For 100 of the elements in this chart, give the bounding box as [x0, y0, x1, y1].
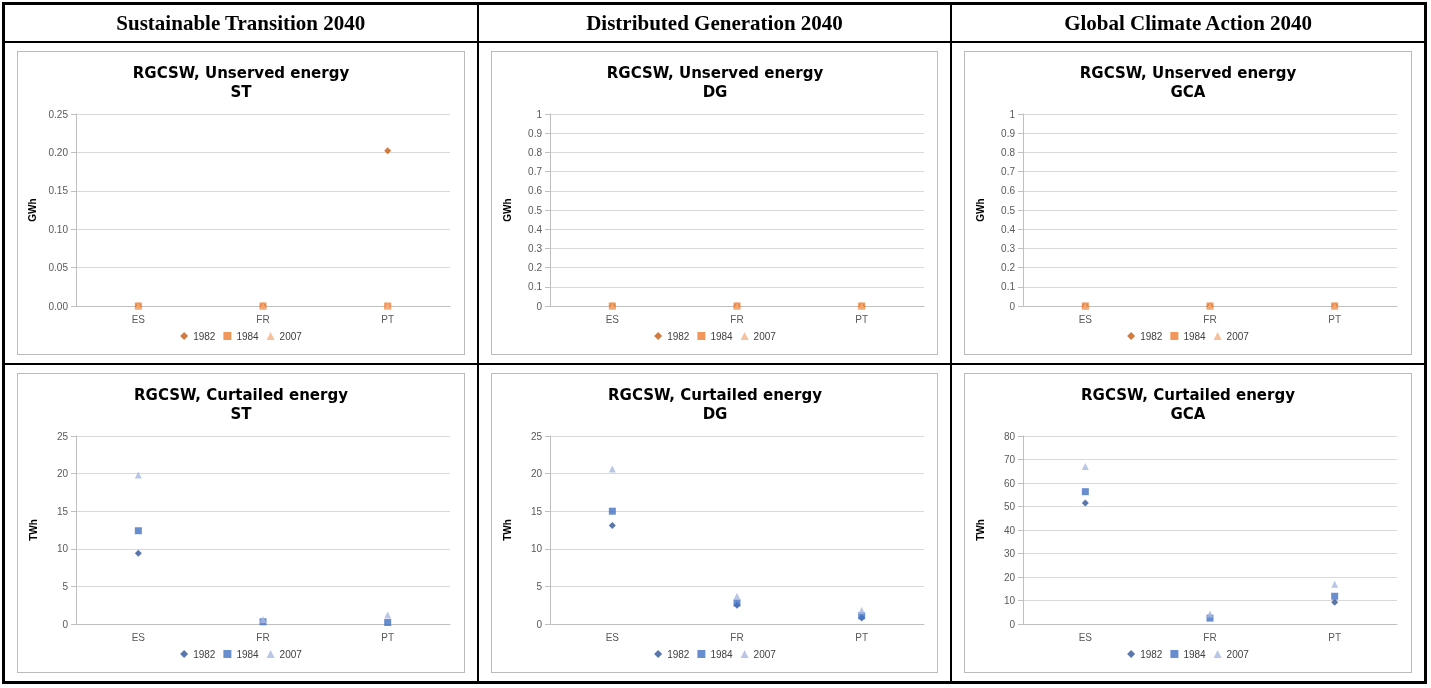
- y-tick-label: 0.8: [527, 146, 543, 158]
- y-tick-label: 0.1: [527, 281, 543, 293]
- y-tick-label: 0.10: [48, 223, 69, 235]
- legend-label: 1982: [1140, 330, 1164, 342]
- y-tick-label: 25: [530, 430, 543, 442]
- x-tick-label: PT: [381, 313, 395, 325]
- x-tick-label: FR: [729, 313, 744, 325]
- chart-title: RGCSW, Curtailed energy: [607, 385, 822, 404]
- legend-label: 2007: [1226, 648, 1250, 660]
- chart-subtitle: ST: [230, 404, 253, 423]
- x-tick-label: ES: [131, 631, 146, 643]
- y-tick-label: 0.5: [527, 204, 543, 216]
- y-tick-label: 0.2: [1001, 262, 1016, 274]
- legend-label: 1984: [236, 648, 260, 660]
- x-tick-label: PT: [854, 313, 868, 325]
- y-tick-label: 0.8: [1001, 146, 1016, 158]
- y-tick-label: 20: [1004, 571, 1016, 583]
- y-tick-label: 50: [1004, 501, 1016, 512]
- x-tick-label: ES: [131, 313, 146, 325]
- x-tick-label: PT: [381, 631, 395, 643]
- legend-label: 1982: [193, 648, 216, 660]
- x-tick-label: ES: [605, 313, 619, 325]
- text: Sustainable Transition 2040: [5, 5, 477, 43]
- y-tick-label: 0.9: [1001, 127, 1016, 139]
- chart-subtitle: ST: [230, 82, 253, 101]
- legend-label: 1984: [236, 330, 260, 342]
- y-tick-label: 0.15: [48, 185, 69, 197]
- x-tick-label: ES: [605, 631, 619, 643]
- legend-label: 1982: [666, 330, 690, 342]
- y-tick-label: 0: [62, 618, 69, 630]
- y-tick-label: 15: [530, 505, 543, 517]
- legend-label: 1984: [710, 330, 733, 342]
- y-tick-label: 60: [1004, 477, 1016, 489]
- y-tick-label: 0.6: [1001, 185, 1016, 197]
- chart-title: RGCSW, Unserved energy: [132, 63, 350, 82]
- y-tick-label: 10: [1004, 595, 1016, 606]
- y-tick-label: 10: [56, 543, 69, 555]
- y-tick-label: 0.00: [48, 300, 69, 312]
- y-tick-label: 1: [1009, 108, 1016, 120]
- y-tick-label: 0.9: [527, 127, 543, 139]
- y-tick-label: 0: [1009, 300, 1016, 312]
- y-tick-label: 5: [536, 580, 543, 592]
- y-tick-label: 0.20: [48, 146, 69, 158]
- y-tick-label: 10: [530, 543, 543, 555]
- x-tick-label: ES: [1078, 631, 1093, 643]
- chart-subtitle: DG: [702, 82, 728, 101]
- legend-label: 1982: [666, 648, 690, 660]
- legend-label: 2007: [753, 648, 776, 660]
- y-axis-title: TWh: [27, 519, 39, 541]
- x-tick-label: PT: [854, 631, 868, 643]
- x-tick-label: FR: [729, 631, 744, 643]
- x-tick-label: FR: [256, 313, 270, 325]
- legend-label: 1984: [1183, 330, 1207, 342]
- chart-subtitle: DG: [702, 404, 728, 423]
- y-tick-label: 25: [56, 430, 69, 442]
- y-axis-title: TWh: [974, 519, 986, 541]
- y-tick-label: 30: [1004, 548, 1016, 559]
- y-axis-title: GWh: [974, 198, 986, 222]
- x-tick-label: PT: [1328, 313, 1342, 325]
- y-tick-label: 0.7: [1001, 166, 1016, 178]
- y-tick-label: 15: [56, 505, 69, 517]
- y-tick-label: 0.05: [48, 262, 69, 274]
- y-tick-label: 40: [1004, 524, 1016, 536]
- text: Global Climate Action 2040: [952, 5, 1424, 43]
- legend-label: 1982: [193, 330, 216, 342]
- y-axis-title: GWh: [501, 198, 513, 222]
- x-tick-label: PT: [1328, 631, 1342, 643]
- y-tick-label: 0: [536, 618, 543, 630]
- chart-subtitle: GCA: [1170, 404, 1207, 423]
- y-tick-label: 0.3: [527, 242, 543, 254]
- legend-label: 1982: [1140, 648, 1164, 660]
- chart-title: RGCSW, Unserved energy: [606, 63, 824, 82]
- y-tick-label: 20: [56, 468, 69, 480]
- y-tick-label: 0.2: [527, 262, 543, 274]
- y-tick-label: 20: [530, 468, 543, 480]
- y-tick-label: 0.5: [1001, 204, 1016, 216]
- y-tick-label: 0.4: [1001, 223, 1016, 235]
- y-axis-title: TWh: [501, 519, 513, 541]
- legend-label: 2007: [753, 330, 776, 342]
- y-tick-label: 5: [62, 580, 69, 592]
- legend-label: 2007: [279, 330, 303, 342]
- legend-label: 1984: [1183, 648, 1207, 660]
- y-tick-label: 0.7: [527, 166, 543, 178]
- x-tick-label: FR: [1203, 631, 1217, 643]
- y-tick-label: 70: [1004, 454, 1016, 465]
- y-axis-title: GWh: [27, 198, 39, 222]
- y-tick-label: 0.3: [1001, 242, 1016, 254]
- y-tick-label: 1: [536, 108, 543, 120]
- legend-label: 2007: [279, 648, 303, 660]
- legend-label: 2007: [1226, 330, 1250, 342]
- text: Distributed Generation 2040: [478, 5, 951, 43]
- y-tick-label: 0: [536, 300, 543, 312]
- x-tick-label: ES: [1078, 313, 1093, 325]
- y-tick-label: 0.4: [527, 223, 543, 235]
- chart-title: RGCSW, Unserved energy: [1080, 63, 1297, 82]
- y-tick-label: 0.6: [527, 185, 543, 197]
- x-tick-label: FR: [1203, 313, 1217, 325]
- y-tick-label: 0.1: [1001, 281, 1016, 293]
- chart-title: RGCSW, Curtailed energy: [134, 385, 349, 404]
- y-tick-label: 80: [1004, 430, 1016, 442]
